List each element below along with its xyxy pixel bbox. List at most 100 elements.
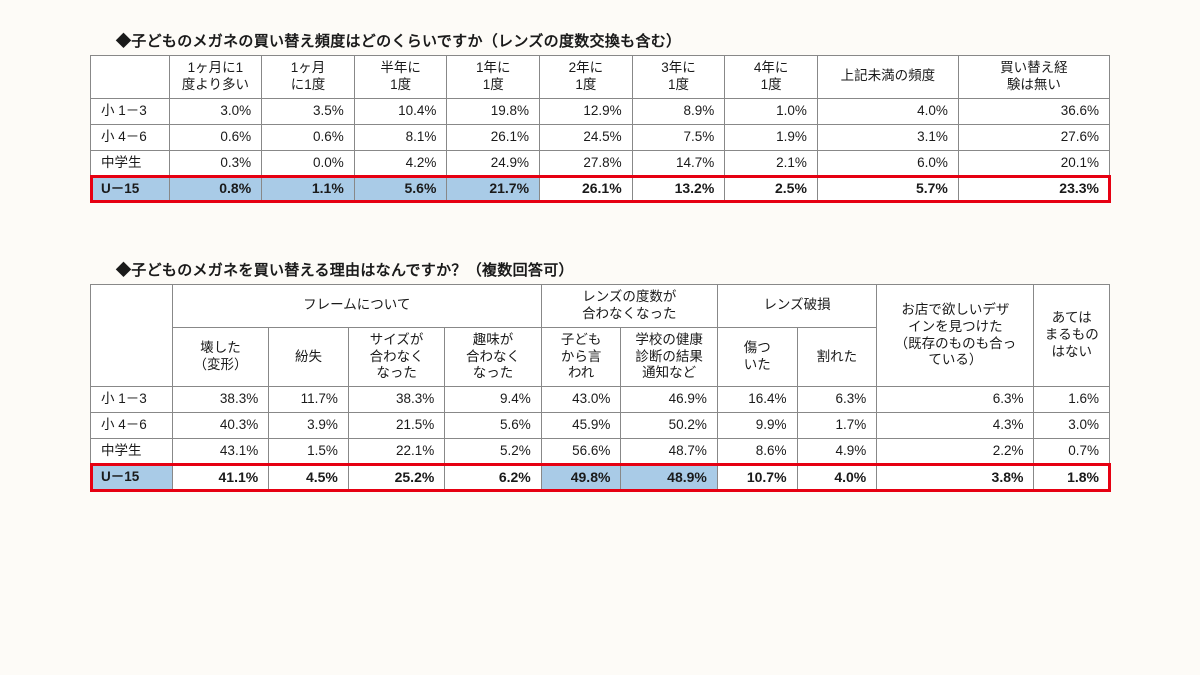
table-row: 小 1－3 3.0% 3.5% 10.4% 19.8% 12.9% 8.9% 1… [91, 98, 1110, 124]
cell: 3.1% [817, 124, 958, 150]
cell: 1.1% [262, 176, 355, 203]
row-label: 小 1－3 [91, 98, 170, 124]
cell: 5.6% [445, 413, 541, 439]
table1-col-8: 上記未満の頻度 [817, 56, 958, 99]
table-row: 小 4－6 0.6% 0.6% 8.1% 26.1% 24.5% 7.5% 1.… [91, 124, 1110, 150]
table-row: 小 1－3 38.3% 11.7% 38.3% 9.4% 43.0% 46.9%… [91, 387, 1110, 413]
cell: 1.6% [1034, 387, 1110, 413]
cell: 4.0% [817, 98, 958, 124]
cell: 26.1% [447, 124, 540, 150]
table1-caption: ◆子どものメガネの買い替え頻度はどのくらいですか（レンズの度数交換も含む） [116, 30, 1110, 51]
cell: 20.1% [958, 150, 1109, 176]
cell: 3.5% [262, 98, 355, 124]
cell: 5.2% [445, 439, 541, 465]
table1-col-3: 半年に 1度 [354, 56, 447, 99]
row-label: 小 4－6 [91, 413, 173, 439]
cell: 14.7% [632, 150, 725, 176]
row-label: 中学生 [91, 150, 170, 176]
table1-col-6: 3年に 1度 [632, 56, 725, 99]
cell: 5.6% [354, 176, 447, 203]
row-label: U－15 [91, 464, 173, 491]
cell: 27.6% [958, 124, 1109, 150]
cell: 25.2% [348, 464, 444, 491]
cell: 3.8% [877, 464, 1034, 491]
row-label: U－15 [91, 176, 170, 203]
table-row-u15: U－15 41.1% 4.5% 25.2% 6.2% 49.8% 48.9% 1… [91, 464, 1110, 491]
table1: 1ヶ月に1 度より多い 1ヶ月 に1度 半年に 1度 1年に 1度 2年に 1度… [90, 55, 1110, 203]
cell: 26.1% [540, 176, 633, 203]
cell: 40.3% [172, 413, 268, 439]
cell: 4.3% [877, 413, 1034, 439]
table2-group-2: レンズの度数が 合わなくなった [541, 284, 717, 327]
cell: 16.4% [717, 387, 797, 413]
cell: 24.9% [447, 150, 540, 176]
cell: 2.2% [877, 439, 1034, 465]
cell: 21.7% [447, 176, 540, 203]
cell: 22.1% [348, 439, 444, 465]
table2-caption: ◆子どものメガネを買い替える理由はなんですか？（複数回答可） [116, 259, 1110, 280]
cell: 50.2% [621, 413, 717, 439]
cell: 1.0% [725, 98, 818, 124]
cell: 6.3% [877, 387, 1034, 413]
cell: 6.2% [445, 464, 541, 491]
cell: 43.0% [541, 387, 621, 413]
table1-col-5: 2年に 1度 [540, 56, 633, 99]
cell: 19.8% [447, 98, 540, 124]
table-row: 中学生 43.1% 1.5% 22.1% 5.2% 56.6% 48.7% 8.… [91, 439, 1110, 465]
table2-group-1: フレームについて [172, 284, 541, 327]
table2-col-4: 趣味が 合わなく なった [445, 327, 541, 387]
table2-col-1: 壊した （変形） [172, 327, 268, 387]
table-row: 小 4－6 40.3% 3.9% 21.5% 5.6% 45.9% 50.2% … [91, 413, 1110, 439]
table2-col-0 [91, 284, 173, 386]
cell: 8.9% [632, 98, 725, 124]
cell: 7.5% [632, 124, 725, 150]
cell: 0.6% [262, 124, 355, 150]
table2-col-6: 学校の健康 診断の結果 通知など [621, 327, 717, 387]
cell: 0.0% [262, 150, 355, 176]
cell: 3.9% [269, 413, 349, 439]
cell: 11.7% [269, 387, 349, 413]
table2-col-3: サイズが 合わなく なった [348, 327, 444, 387]
cell: 0.6% [169, 124, 262, 150]
cell: 6.0% [817, 150, 958, 176]
cell: 3.0% [1034, 413, 1110, 439]
cell: 10.4% [354, 98, 447, 124]
cell: 12.9% [540, 98, 633, 124]
cell: 23.3% [958, 176, 1109, 203]
cell: 1.7% [797, 413, 877, 439]
cell: 8.6% [717, 439, 797, 465]
table2-col-2: 紛失 [269, 327, 349, 387]
table1-header-row: 1ヶ月に1 度より多い 1ヶ月 に1度 半年に 1度 1年に 1度 2年に 1度… [91, 56, 1110, 99]
table2-col-7: 傷つ いた [717, 327, 797, 387]
table1-col-1: 1ヶ月に1 度より多い [169, 56, 262, 99]
cell: 38.3% [172, 387, 268, 413]
cell: 10.7% [717, 464, 797, 491]
cell: 0.7% [1034, 439, 1110, 465]
cell: 49.8% [541, 464, 621, 491]
cell: 48.7% [621, 439, 717, 465]
table1-col-9: 買い替え経 験は無い [958, 56, 1109, 99]
cell: 4.2% [354, 150, 447, 176]
cell: 46.9% [621, 387, 717, 413]
cell: 1.8% [1034, 464, 1110, 491]
cell: 27.8% [540, 150, 633, 176]
cell: 43.1% [172, 439, 268, 465]
cell: 1.9% [725, 124, 818, 150]
page: ◆子どものメガネの買い替え頻度はどのくらいですか（レンズの度数交換も含む） 1ヶ… [0, 0, 1200, 511]
cell: 1.5% [269, 439, 349, 465]
cell: 4.5% [269, 464, 349, 491]
cell: 0.8% [169, 176, 262, 203]
table2-group-header-row: フレームについて レンズの度数が 合わなくなった レンズ破損 お店で欲しいデザ … [91, 284, 1110, 327]
row-label: 中学生 [91, 439, 173, 465]
spacer [90, 203, 1110, 259]
table1-col-4: 1年に 1度 [447, 56, 540, 99]
cell: 6.3% [797, 387, 877, 413]
table1-col-2: 1ヶ月 に1度 [262, 56, 355, 99]
table-row: 中学生 0.3% 0.0% 4.2% 24.9% 27.8% 14.7% 2.1… [91, 150, 1110, 176]
cell: 13.2% [632, 176, 725, 203]
row-label: 小 4－6 [91, 124, 170, 150]
cell: 38.3% [348, 387, 444, 413]
table2-col-8: 割れた [797, 327, 877, 387]
cell: 4.9% [797, 439, 877, 465]
cell: 2.5% [725, 176, 818, 203]
